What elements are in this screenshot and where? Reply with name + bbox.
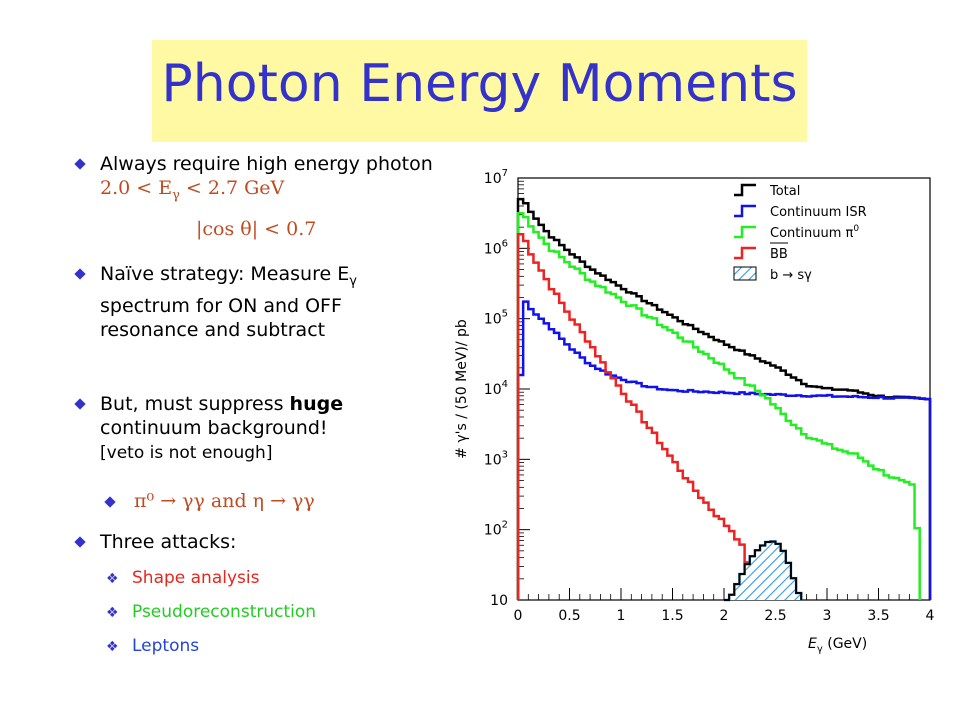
diamond-bullet-icon	[74, 158, 86, 170]
bullet-three-attacks: Three attacks:	[74, 530, 446, 554]
diamond-bullet-icon	[104, 495, 116, 508]
bullet-text: But, must suppress	[100, 393, 284, 415]
gamma-sub: γ	[349, 273, 357, 289]
x-tick-label: 2	[720, 608, 729, 624]
attack-item: ❖ Pseudoreconstruction	[106, 601, 316, 624]
y-tick-label: 104	[484, 379, 508, 398]
continuum-tail: continuum background!	[100, 417, 328, 439]
y-tick-label: 107	[484, 168, 508, 187]
x-axis-label: Eγ (GeV)	[808, 636, 867, 655]
star-bullet-icon: ❖	[106, 639, 119, 655]
x-tick-label: 3	[823, 608, 832, 624]
slide-title: Photon Energy Moments	[161, 54, 798, 114]
x-tick-label: 0.5	[558, 608, 580, 624]
legend-swatch	[734, 246, 756, 260]
photon-spectrum-chart: 0 0.5 1 1.5 2 2.5 3 3.5 4 10 102 103 104 105 106 107 Tot…	[454, 168, 935, 655]
attack-label: Pseudoreconstruction	[132, 602, 317, 622]
y-tick-label: 103	[484, 449, 508, 468]
legend-entry: Total	[769, 184, 800, 199]
x-tick-label: 1	[617, 608, 626, 624]
y-tick-label: 106	[484, 238, 508, 257]
title-banner: Photon Energy Moments	[152, 40, 807, 142]
angle-cut: |cos θ| < 0.7	[196, 218, 317, 240]
attack-item: ❖ Shape analysis	[106, 567, 259, 590]
series-line-4	[724, 540, 803, 602]
y-tick-label: 102	[484, 520, 508, 539]
series-line-3	[516, 233, 757, 600]
bullet-text: Naïve strategy: Measure E	[100, 263, 350, 285]
x-tick-label: 3.5	[867, 608, 889, 624]
pi-eta-bullet: π⁰ → γγ and η → γγ	[104, 490, 315, 512]
star-bullet-icon: ❖	[106, 571, 119, 587]
strategy-tail: spectrum for ON and OFF resonance and su…	[100, 294, 342, 341]
x-tick-label: 4	[926, 608, 935, 624]
y-axis-label: # γ's / (50 MeV)/ pb	[454, 319, 470, 459]
legend-entry: b → sγ	[770, 268, 812, 283]
x-tick-label: 0	[514, 608, 523, 624]
attack-label: Leptons	[132, 636, 200, 656]
huge-word: huge	[289, 393, 344, 415]
plot-frame	[517, 177, 931, 601]
legend-entry: Continuum ISR	[770, 205, 867, 220]
bullet-suppress: But, must suppress huge continuum backgr…	[74, 392, 446, 465]
x-tick-label: 1.5	[661, 608, 683, 624]
attack-label: Shape analysis	[132, 568, 260, 588]
y-tick-label: 10	[490, 593, 508, 609]
bullet-text: Three attacks:	[100, 531, 237, 553]
bullet-naive-strategy: Naïve strategy: Measure Eγ spectrum for …	[74, 262, 446, 342]
energy-cut: 2.0 < Eγ < 2.7 GeV	[100, 177, 285, 203]
series-line-1	[516, 300, 932, 600]
y-tick-label: 105	[484, 309, 508, 328]
diamond-bullet-icon	[74, 398, 86, 410]
diamond-bullet-icon	[74, 536, 86, 548]
bullet-text: Always require high energy photon	[100, 153, 433, 175]
bullet-high-energy: Always require high energy photon 2.0 < …	[74, 152, 446, 208]
x-tick-label: 2.5	[764, 608, 786, 624]
series-line-0	[516, 197, 932, 600]
signal-outline	[724, 540, 803, 601]
pi-eta-text: π⁰ → γγ and η → γγ	[134, 490, 315, 512]
attack-item: ❖ Leptons	[106, 635, 199, 658]
legend-swatch	[734, 183, 756, 197]
series-line-2	[516, 211, 921, 600]
legend-swatch	[734, 225, 756, 239]
legend-entry: BB	[770, 247, 788, 262]
legend-entry: Continuum π0	[770, 224, 859, 241]
star-bullet-icon: ❖	[106, 605, 119, 621]
diamond-bullet-icon	[74, 268, 86, 280]
legend-swatch	[733, 266, 757, 281]
legend-swatch	[734, 204, 756, 218]
veto-note: [veto is not enough]	[100, 443, 273, 463]
